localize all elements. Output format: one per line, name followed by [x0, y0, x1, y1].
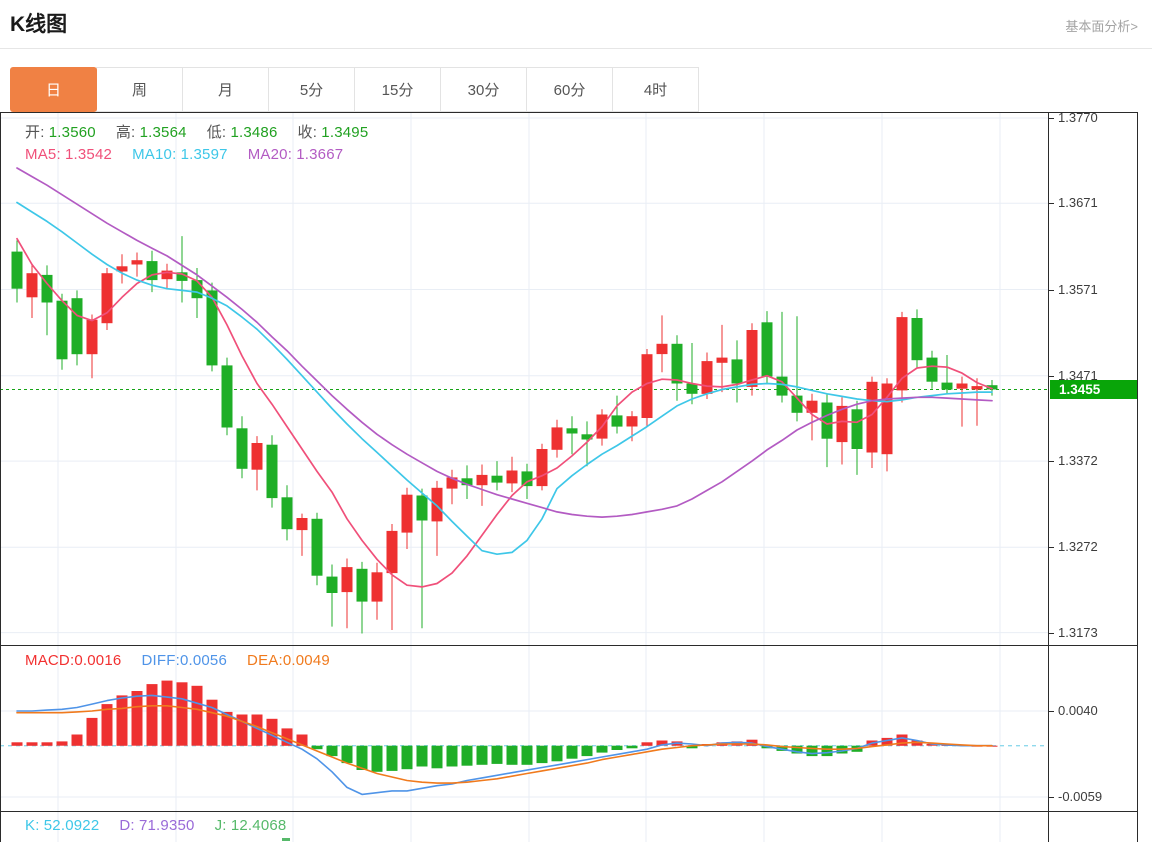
ma20-value: 1.3667	[296, 146, 344, 163]
y-axis-label: 1.3471	[1058, 368, 1098, 383]
chart-left-border	[0, 112, 1, 842]
open-value: 1.3560	[48, 124, 96, 141]
macd-top-border	[0, 645, 1137, 646]
ma-legend: MA5: 1.3542 MA10: 1.3597 MA20: 1.3667	[25, 146, 343, 163]
y-axis-label: -0.0059	[1058, 789, 1103, 804]
dea-value: 0.0049	[282, 652, 330, 669]
ma5-label: MA5:	[25, 146, 61, 163]
kdj-d-value: 71.9350	[138, 817, 195, 834]
macd-legend: MACD:0.0016 DIFF:0.0056 DEA:0.0049	[25, 652, 330, 669]
candlestick-panel[interactable]	[0, 112, 1152, 645]
ma20-label: MA20:	[247, 146, 293, 163]
page-title: K线图	[10, 13, 68, 36]
last-price-badge: 1.3455	[1050, 380, 1137, 399]
y-axis-label: 1.3272	[1058, 539, 1098, 554]
diff-label: DIFF:	[141, 652, 180, 669]
y-axis-tick	[1048, 118, 1054, 119]
y-axis-tick	[1048, 797, 1054, 798]
kdj-j-value: 12.4068	[230, 817, 287, 834]
ma10-label: MA10:	[132, 146, 177, 163]
kdj-k-label: K:	[25, 817, 40, 834]
ma10-value: 1.3597	[180, 146, 228, 163]
tab-2[interactable]: 月	[182, 67, 269, 112]
kdj-k-value: 52.0922	[43, 817, 100, 834]
open-label: 开:	[25, 124, 45, 141]
y-axis-tick	[1048, 711, 1054, 712]
dea-label: DEA:	[247, 652, 283, 669]
y-axis-tick	[1048, 547, 1054, 548]
kdj-legend: K: 52.0922 D: 71.9350 J: 12.4068	[25, 817, 286, 834]
kdj-top-border	[0, 811, 1137, 812]
kdj-panel[interactable]	[0, 811, 1152, 842]
y-axis-label: 1.3173	[1058, 625, 1098, 640]
chart-area	[0, 112, 1152, 842]
y-axis-label: 1.3571	[1058, 282, 1098, 297]
tab-1[interactable]: 周	[96, 67, 183, 112]
tab-5[interactable]: 30分	[440, 67, 527, 112]
y-axis-label: 1.3770	[1058, 110, 1098, 125]
y-axis-tick	[1048, 633, 1054, 634]
macd-value: 0.0016	[74, 652, 122, 669]
y-axis-line	[1048, 112, 1049, 842]
y-axis-tick	[1048, 203, 1054, 204]
close-value: 1.3495	[321, 124, 369, 141]
macd-panel[interactable]	[0, 645, 1152, 811]
y-axis-label: 0.0040	[1058, 703, 1098, 718]
period-tabbar: 日周月 5分 15分 30分 60分 4时	[10, 67, 699, 112]
macd-label: MACD:	[25, 652, 75, 669]
low-label: 低:	[206, 124, 227, 141]
tab-4[interactable]: 15分	[354, 67, 441, 112]
y-axis-tick	[1048, 290, 1054, 291]
ohlc-legend: 开: 1.3560 高: 1.3564 低: 1.3486 收: 1.3495	[25, 121, 368, 142]
y-axis-label: 1.3372	[1058, 453, 1098, 468]
tab-0[interactable]: 日	[10, 67, 97, 112]
tab-3[interactable]: 5分	[268, 67, 355, 112]
y-axis-tick	[1048, 461, 1054, 462]
fundamental-analysis-link[interactable]: 基本面分析>	[1065, 19, 1138, 34]
kdj-j-label: J:	[214, 817, 227, 834]
chart-top-border	[0, 112, 1137, 113]
y-axis-label: 1.3671	[1058, 195, 1098, 210]
header-divider	[0, 48, 1152, 49]
kdj-d-label: D:	[119, 817, 135, 834]
close-label: 收:	[297, 124, 318, 141]
high-value: 1.3564	[139, 124, 187, 141]
tab-7[interactable]: 4时	[612, 67, 699, 112]
tab-6[interactable]: 60分	[526, 67, 613, 112]
chart-right-border	[1137, 112, 1138, 842]
low-value: 1.3486	[230, 124, 278, 141]
y-axis-tick	[1048, 376, 1054, 377]
ma5-value: 1.3542	[64, 146, 113, 163]
high-label: 高:	[115, 124, 136, 141]
diff-value: 0.0056	[179, 652, 228, 669]
